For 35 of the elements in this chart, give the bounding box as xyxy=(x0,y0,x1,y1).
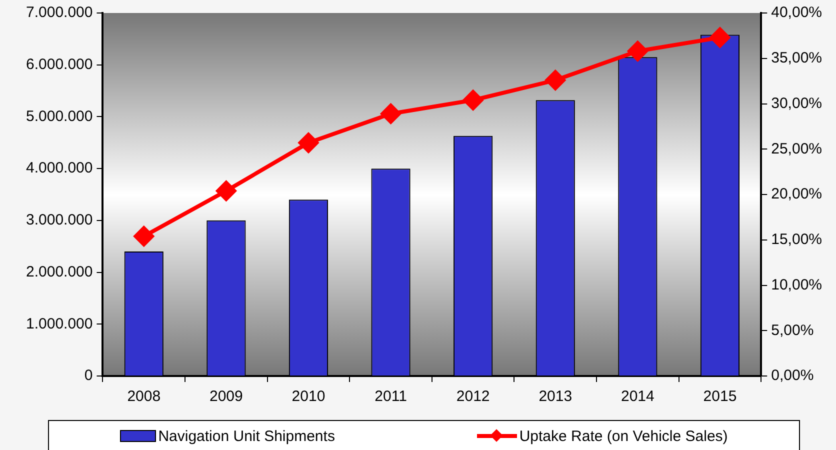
point xyxy=(710,28,730,48)
y2-tick-label: 35,00% xyxy=(771,50,822,67)
x-tick-label: 2012 xyxy=(456,388,490,406)
point xyxy=(134,226,154,246)
x-tick-label: 2009 xyxy=(209,388,243,406)
point xyxy=(380,104,401,124)
point xyxy=(298,132,318,153)
x-tick-label: 2014 xyxy=(620,388,654,406)
y-tick-label: 6.000.000 xyxy=(26,56,93,73)
point xyxy=(545,70,566,90)
x-tick-label: 2008 xyxy=(127,388,161,406)
y2-tick-label: 40,00% xyxy=(771,4,822,22)
x-tick-label: 2010 xyxy=(292,388,326,406)
point xyxy=(216,180,236,201)
y2-tick-label: 30,00% xyxy=(771,94,822,112)
y2-tick-label: 25,00% xyxy=(771,140,822,158)
y2-tick-label: 10,00% xyxy=(771,276,822,294)
y2-tick-label: 20,00% xyxy=(771,186,822,203)
y-tick-label: 5.000.000 xyxy=(26,108,93,125)
point xyxy=(463,90,484,110)
y-tick-label: 4.000.000 xyxy=(26,160,93,177)
y-tick-label: 7.000.000 xyxy=(26,4,93,22)
y2-tick-label: 15,00% xyxy=(771,231,822,248)
x-tick-label: 2011 xyxy=(374,388,407,406)
y2-tick-label: 5,00% xyxy=(771,322,814,339)
y-tick-label: 2.000.000 xyxy=(26,263,93,280)
x-tick-label: 2013 xyxy=(538,388,572,406)
legend-label: Navigation Unit Shipments xyxy=(158,428,335,444)
y-tick-label: 3.000.000 xyxy=(26,212,93,229)
y2-tick-label: 0,00% xyxy=(771,367,814,384)
x-tick-label: 2015 xyxy=(703,388,737,406)
y-tick-label: 0 xyxy=(84,367,93,384)
y-tick-label: 1.000.000 xyxy=(26,315,93,332)
legend-label: Uptake Rate (on Vehicle Sales) xyxy=(519,428,728,444)
point xyxy=(628,41,648,62)
